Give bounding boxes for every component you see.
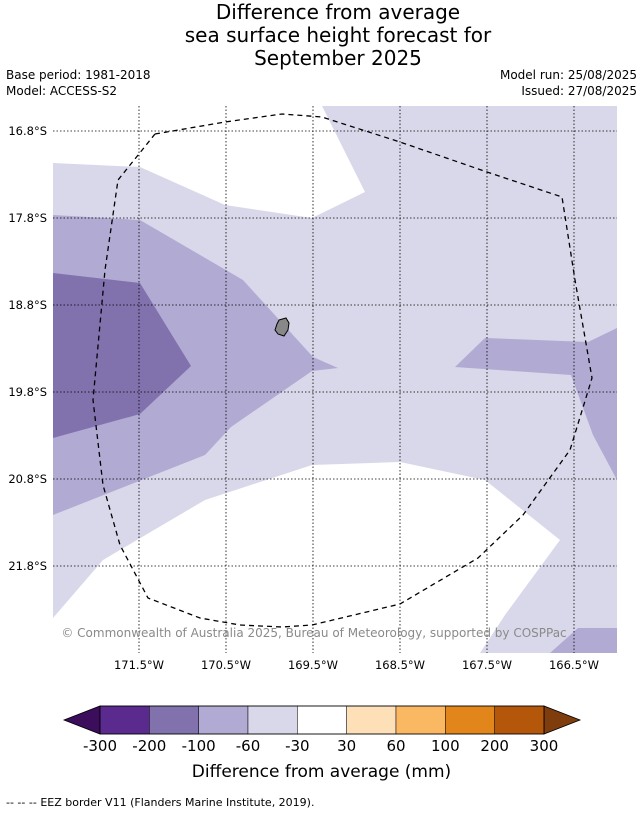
lon-label-4: 168.5°W — [375, 658, 425, 672]
colorbar-tick-label: 200 — [480, 737, 509, 755]
colorbar-segment — [494, 705, 545, 735]
lon-label-5: 167.5°W — [462, 658, 512, 672]
colorbar-tick-label: 100 — [431, 737, 460, 755]
title-line-3: September 2025 — [254, 46, 422, 70]
lat-label-1: 16.8°S — [8, 124, 47, 138]
colorbar-title: Difference from average (mm) — [191, 762, 452, 782]
meta-right: Model run: 25/08/2025 Issued: 27/08/2025 — [500, 67, 637, 99]
colorbar-tick-labels: -300 -200 -100 -60 -30 30 60 100 200 300 — [83, 737, 558, 755]
colorbar-tick-label: -60 — [236, 737, 261, 755]
colorbar-segment — [445, 705, 495, 735]
lon-label-3: 169.5°W — [288, 658, 338, 672]
colorbar-frame — [99, 705, 545, 735]
colorbar-segment — [149, 705, 199, 735]
colorbar-segment — [395, 705, 446, 735]
east-light-purple-region — [455, 328, 617, 480]
lon-label-2: 170.5°W — [201, 658, 251, 672]
southeast-light-purple-region — [550, 628, 617, 653]
colorbar-over-arrow — [543, 705, 582, 735]
eez-legend-symbol: -- -- -- — [6, 796, 37, 809]
attribution-text: © Commonwealth of Australia 2025, Bureau… — [61, 626, 566, 640]
forecast-map: © Commonwealth of Australia 2025, Bureau… — [8, 106, 617, 755]
colorbar-tick-label: -300 — [83, 737, 117, 755]
model-run: Model run: 25/08/2025 — [499, 68, 637, 82]
eez-border — [92, 113, 593, 628]
issued-date: Issued: 27/08/2025 — [521, 84, 637, 98]
eez-legend-text: EEZ border V11 (Flanders Marine Institut… — [40, 796, 315, 809]
colorbar-tick-label: 30 — [337, 737, 356, 755]
title-line-1: Difference from average — [215, 0, 461, 24]
lon-label-1: 171.5°W — [114, 658, 164, 672]
south-white-region — [53, 462, 560, 653]
lat-label-6: 21.8°S — [8, 559, 47, 573]
colorbar-segment — [247, 705, 298, 735]
lat-labels: 16.8°S 17.8°S 18.8°S 19.8°S 20.8°S 21.8°… — [8, 124, 47, 573]
colorbar-tick-label: 60 — [386, 737, 405, 755]
colorbar-tick-label: -200 — [132, 737, 166, 755]
map-title: Difference from average sea surface heig… — [0, 1, 644, 70]
lat-label-2: 17.8°S — [8, 211, 47, 225]
eez-legend: -- -- -- EEZ border V11 (Flanders Marine… — [6, 796, 314, 809]
gridlines — [53, 106, 617, 653]
lat-label-4: 19.8°S — [8, 385, 47, 399]
colorbar-tick-label: 300 — [530, 737, 559, 755]
colorbar-segment — [198, 705, 249, 735]
model-name: Model: ACCESS-S2 — [6, 84, 118, 98]
contour-fills — [53, 106, 617, 653]
lat-label-5: 20.8°S — [8, 472, 47, 486]
colorbar-segment — [297, 705, 347, 735]
colorbar-under-arrow — [62, 705, 101, 735]
colorbar-tick-label: -100 — [182, 737, 216, 755]
colorbar: -300 -200 -100 -60 -30 30 60 100 200 300 — [62, 705, 582, 755]
colorbar-tick-label: -30 — [285, 737, 310, 755]
island-shape — [274, 317, 290, 337]
colorbar-segments — [99, 705, 545, 735]
lon-label-6: 166.5°W — [549, 658, 599, 672]
title-line-2: sea surface height forecast for — [184, 23, 492, 47]
west-mid-purple-region — [53, 273, 191, 438]
lon-labels: 171.5°W 170.5°W 169.5°W 168.5°W 167.5°W … — [114, 658, 599, 672]
colorbar-segment — [99, 705, 150, 735]
lat-label-3: 18.8°S — [8, 298, 47, 312]
north-white-region — [53, 106, 365, 218]
meta-left: Base period: 1981-2018 Model: ACCESS-S2 — [6, 67, 151, 99]
colorbar-segment — [346, 705, 397, 735]
base-period: Base period: 1981-2018 — [6, 68, 151, 82]
